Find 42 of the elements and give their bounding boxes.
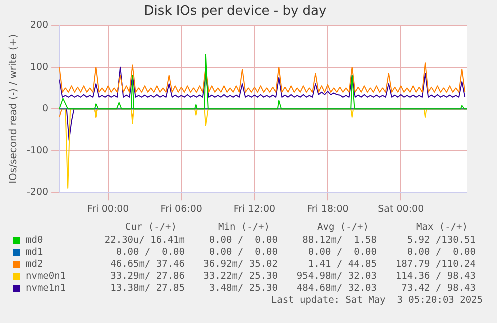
- chart-title: Disk IOs per device - by day: [144, 4, 328, 20]
- text: Cur (-/+): [126, 222, 177, 234]
- text: Avg (-/+): [318, 222, 369, 234]
- text: 0.00 / 0.00: [209, 235, 278, 247]
- text: Min (-/+): [218, 222, 270, 234]
- y-tick-label: 100: [30, 62, 49, 73]
- text: 22.30u/ 16.41m: [104, 235, 185, 247]
- x-tick-label: Fri 18:00: [307, 204, 349, 215]
- text: 73.42 / 98.43: [402, 283, 476, 295]
- y-tick-label: 200: [30, 20, 49, 32]
- x-tick-label: Fri 06:00: [160, 204, 202, 215]
- y-tick-label: 0: [42, 104, 49, 115]
- text: 0.00 / 0.00: [209, 247, 278, 259]
- text: 3.48m/ 25.30: [209, 283, 278, 295]
- legend-label: nvme1n1: [26, 283, 66, 295]
- text: 13.38m/ 27.85: [110, 283, 185, 295]
- y-tick-label: -200: [27, 187, 49, 198]
- text: 0.00 / 0.00: [407, 247, 476, 259]
- text: 36.92m/ 35.02: [204, 259, 278, 271]
- text: 5.92 /130.51: [407, 235, 476, 247]
- text: 0.00 / 0.00: [308, 247, 377, 259]
- text: Max (-/+): [416, 222, 468, 234]
- legend-label: md2: [26, 259, 44, 271]
- x-tick-label: Fri 12:00: [234, 204, 276, 215]
- text: 484.68m/ 32.03: [296, 283, 377, 295]
- text: 954.98m/ 32.03: [296, 271, 377, 283]
- legend-label: md1: [26, 247, 44, 259]
- text: 46.65m/ 37.46: [110, 259, 185, 271]
- x-tick-label: Fri 00:00: [87, 204, 130, 215]
- y-tick-label: -100: [27, 145, 49, 156]
- y-axis-title: IOs/second read (-) / write (+): [8, 34, 20, 184]
- legend-label: md0: [26, 235, 44, 247]
- text: 33.22m/ 25.30: [204, 271, 278, 283]
- text: 0.00 / 0.00: [116, 247, 185, 259]
- text: 187.79 /110.24: [396, 259, 476, 271]
- text: Last update: Sat May 3 05:20:03 2025: [271, 295, 483, 307]
- text: 88.12m/ 1.58: [302, 235, 377, 247]
- legend-label: nvme0n1: [26, 271, 66, 283]
- text: 1.41 / 44.85: [308, 259, 377, 271]
- text: 33.29m/ 27.86: [110, 271, 185, 283]
- x-tick-label: Sat 00:00: [378, 204, 424, 215]
- text: 114.36 / 98.43: [396, 271, 476, 283]
